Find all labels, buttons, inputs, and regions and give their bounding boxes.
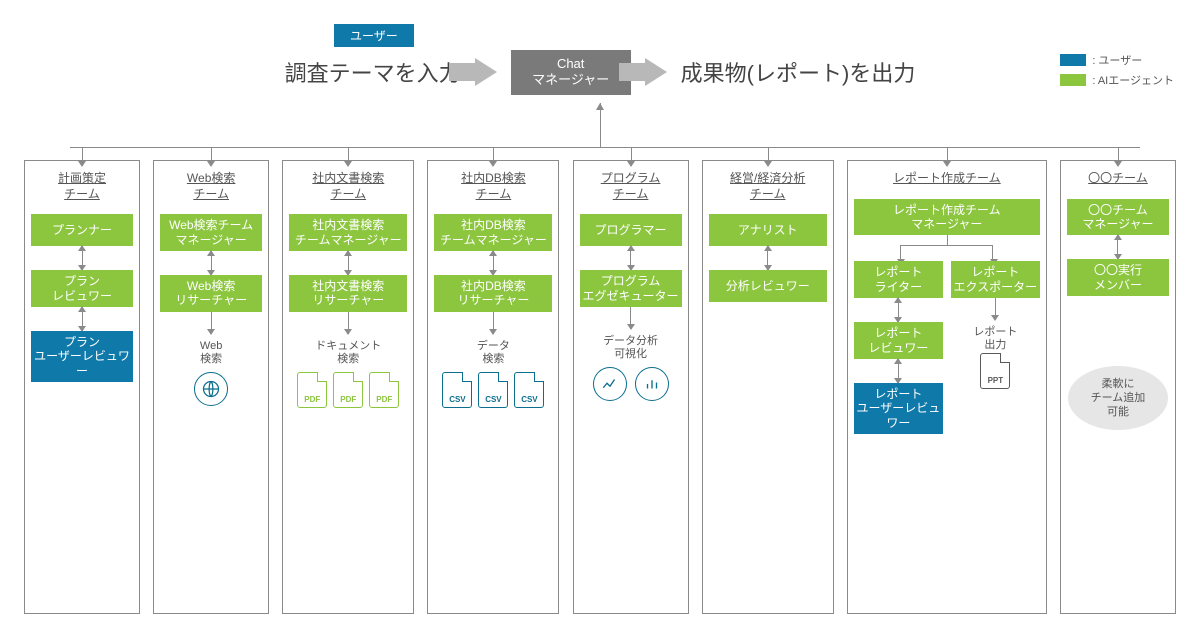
legend: : ユーザー : AIエージェント bbox=[1060, 52, 1174, 92]
input-label: 調査テーマを入力 bbox=[285, 56, 461, 88]
icon-label: Web検索 bbox=[200, 340, 222, 366]
csv-icon: CSV bbox=[514, 372, 544, 408]
agent-node: レポートライター bbox=[854, 261, 943, 298]
team-title: 〇〇チーム bbox=[1088, 171, 1148, 187]
team-title: Web検索チーム bbox=[187, 171, 235, 202]
chat-manager-node: Chat マネージャー bbox=[511, 50, 631, 95]
agent-node: 〇〇実行メンバー bbox=[1067, 259, 1169, 296]
connector-icon bbox=[493, 251, 494, 275]
bar-chart-icon bbox=[635, 367, 669, 401]
chart-icons bbox=[593, 367, 669, 401]
legend-user-label: : ユーザー bbox=[1092, 52, 1142, 68]
team-title: 計画策定チーム bbox=[58, 171, 106, 202]
legend-ai: : AIエージェント bbox=[1060, 72, 1174, 88]
bus-horizontal bbox=[70, 147, 1140, 148]
connector-icon bbox=[82, 246, 83, 270]
agent-node: 分析レビュワー bbox=[709, 270, 827, 302]
icons-row: PDFPDFPDF bbox=[297, 372, 399, 408]
agent-node: アナリスト bbox=[709, 214, 827, 246]
pdf-icon: PDF bbox=[369, 372, 399, 408]
agent-node: レポートエクスポーター bbox=[951, 261, 1040, 298]
connector-down-icon bbox=[630, 307, 631, 329]
team-column: 〇〇チーム〇〇チームマネージャー〇〇実行メンバー柔軟にチーム追加可能 bbox=[1060, 160, 1176, 614]
team-title: プログラムチーム bbox=[601, 171, 661, 202]
bus-arrow-up-icon bbox=[596, 103, 604, 110]
team-column: レポート作成チームレポート作成チームマネージャーレポートライターレポートレビュワ… bbox=[847, 160, 1047, 614]
branch-connector bbox=[854, 235, 1040, 261]
arrow-icon bbox=[475, 58, 497, 86]
output-sublabel: レポート出力 bbox=[973, 326, 1017, 352]
team-column: 社内文書検索チーム社内文書検索チームマネージャー社内文書検索リサーチャードキュメ… bbox=[282, 160, 414, 614]
agent-node: レポートユーザーレビュワー bbox=[854, 383, 943, 434]
agent-node: Web検索チームマネージャー bbox=[160, 214, 262, 251]
output-label: 成果物(レポート)を出力 bbox=[681, 56, 916, 88]
globe-icon bbox=[194, 372, 228, 406]
report-row: レポートライターレポートレビュワーレポートユーザーレビュワーレポートエクスポータ… bbox=[854, 261, 1040, 434]
report-left-col: レポートライターレポートレビュワーレポートユーザーレビュワー bbox=[854, 261, 943, 434]
connector-down-icon bbox=[995, 298, 996, 320]
connector-icon bbox=[348, 251, 349, 275]
team-title: レポート作成チーム bbox=[893, 171, 1001, 187]
note-ellipse: 柔軟にチーム追加可能 bbox=[1068, 366, 1168, 430]
legend-user: : ユーザー bbox=[1060, 52, 1174, 68]
report-right-col: レポートエクスポーターレポート出力PPT bbox=[951, 261, 1040, 434]
connector-down-icon bbox=[211, 312, 212, 334]
pdf-icon: PDF bbox=[333, 372, 363, 408]
user-badge: ユーザー bbox=[334, 24, 414, 47]
agent-node: 社内DB検索チームマネージャー bbox=[434, 214, 552, 251]
pdf-icon: PDF bbox=[297, 372, 327, 408]
agent-node: 社内文書検索チームマネージャー bbox=[289, 214, 407, 251]
connector-down-icon bbox=[493, 312, 494, 334]
team-column: 経営/経済分析チームアナリスト分析レビュワー bbox=[702, 160, 834, 614]
team-column: Web検索チーム Web検索チームマネージャー Web検索リサーチャー Web検索 bbox=[153, 160, 269, 614]
csv-icon: CSV bbox=[478, 372, 508, 408]
icons-row bbox=[194, 372, 228, 406]
agent-node: プログラマー bbox=[580, 214, 682, 246]
icon-label: データ分析可視化 bbox=[603, 335, 658, 361]
agent-node: 社内DB検索リサーチャー bbox=[434, 275, 552, 312]
connector-icon bbox=[767, 246, 768, 270]
csv-icon: CSV bbox=[442, 372, 472, 408]
agent-node: プランレビュワー bbox=[31, 270, 133, 307]
team-title: 社内DB検索チーム bbox=[461, 171, 526, 202]
ppt-icon: PPT bbox=[980, 353, 1010, 389]
legend-swatch-user bbox=[1060, 54, 1086, 66]
chat-mgr-line2: マネージャー bbox=[529, 72, 613, 88]
agent-node: 〇〇チームマネージャー bbox=[1067, 199, 1169, 236]
agent-node: プログラムエグゼキューター bbox=[580, 270, 682, 307]
legend-ai-label: : AIエージェント bbox=[1092, 72, 1174, 88]
agent-node: レポート作成チームマネージャー bbox=[854, 199, 1040, 236]
agent-node: レポートレビュワー bbox=[854, 322, 943, 359]
icons-row bbox=[593, 367, 669, 401]
connector-icon bbox=[630, 246, 631, 270]
chat-mgr-line1: Chat bbox=[529, 56, 613, 72]
connector-icon bbox=[211, 251, 212, 275]
agent-node: Web検索リサーチャー bbox=[160, 275, 262, 312]
team-title: 経営/経済分析チーム bbox=[730, 171, 805, 202]
agent-node: プランユーザーレビュワー bbox=[31, 331, 133, 382]
connector-down-icon bbox=[348, 312, 349, 334]
arrow-icon bbox=[645, 58, 667, 86]
connector-icon bbox=[1117, 235, 1118, 259]
icon-label: ドキュメント検索 bbox=[315, 340, 381, 366]
icon-label: データ検索 bbox=[477, 340, 510, 366]
team-column: 計画策定チームプランナープランレビュワープランユーザーレビュワー bbox=[24, 160, 140, 614]
line-chart-icon bbox=[593, 367, 627, 401]
icons-row: CSVCSVCSV bbox=[442, 372, 544, 408]
teams-container: 計画策定チームプランナープランレビュワープランユーザーレビュワーWeb検索チーム… bbox=[24, 160, 1176, 614]
team-column: 社内DB検索チーム社内DB検索チームマネージャー社内DB検索リサーチャーデータ検… bbox=[427, 160, 559, 614]
team-column: プログラムチームプログラマープログラムエグゼキューターデータ分析可視化 bbox=[573, 160, 689, 614]
agent-node: プランナー bbox=[31, 214, 133, 246]
team-title: 社内文書検索チーム bbox=[312, 171, 384, 202]
header-row: ユーザー 調査テーマを入力 Chat マネージャー 成果物(レポート)を出力 bbox=[0, 50, 1200, 95]
connector-icon bbox=[898, 359, 899, 383]
connector-icon bbox=[82, 307, 83, 331]
connector-icon bbox=[898, 298, 899, 322]
legend-swatch-ai bbox=[1060, 74, 1086, 86]
agent-node: 社内文書検索リサーチャー bbox=[289, 275, 407, 312]
